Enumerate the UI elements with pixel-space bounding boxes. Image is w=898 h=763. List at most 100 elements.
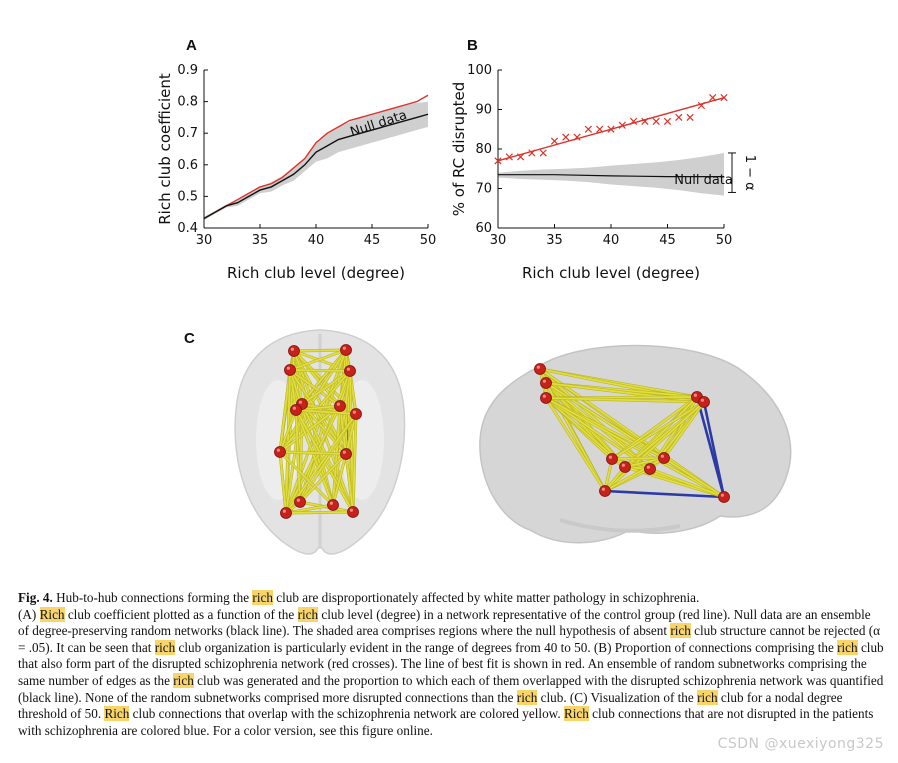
node — [340, 448, 352, 460]
red-cross-point — [494, 157, 502, 165]
edge-yellow — [345, 453, 354, 513]
edge-yellow — [624, 457, 665, 468]
node — [540, 392, 552, 404]
null-band — [498, 152, 724, 196]
edge-yellow — [545, 397, 606, 492]
node — [534, 363, 546, 375]
x-axis-title: Rich club level (degree) — [227, 264, 405, 282]
red-cross-point — [505, 153, 513, 161]
edge-yellow — [293, 349, 347, 352]
edge-yellow — [285, 405, 341, 514]
caption-hl: Rich — [563, 706, 589, 722]
caption-hl: rich — [837, 639, 858, 655]
edge-yellow — [279, 451, 334, 506]
null-line — [498, 174, 724, 178]
node-highlight — [282, 509, 286, 513]
edge-yellow — [663, 457, 725, 498]
node — [288, 345, 300, 357]
node — [540, 377, 552, 389]
node-highlight — [536, 365, 541, 369]
panel-b-letter: B — [467, 37, 478, 54]
edge-yellow — [279, 451, 347, 455]
caption-s2k: club connections that are not disrupted … — [18, 706, 874, 738]
x-tick-label: 40 — [603, 233, 620, 248]
sagittal-nodes — [534, 363, 730, 503]
x-tick-label: 45 — [659, 233, 676, 248]
sagittal-edges — [538, 367, 726, 499]
node-highlight — [342, 346, 346, 350]
node-highlight — [342, 450, 346, 454]
alpha-label: 1 − α — [742, 155, 757, 191]
edge-yellow — [663, 401, 705, 459]
red-cross-point — [562, 133, 570, 141]
caption-s2a: (A) — [18, 606, 40, 622]
axial-nodes — [274, 344, 362, 519]
red-cross-point — [607, 125, 615, 133]
edge-yellow — [289, 369, 341, 407]
y-tick-label: 0.6 — [177, 158, 198, 173]
brain-temporal-fold — [559, 518, 681, 533]
caption-s2f: club that also form part of the disrupte… — [18, 639, 884, 688]
edge-yellow — [649, 468, 725, 498]
y-tick-label: 0.7 — [177, 126, 198, 141]
node-highlight — [720, 493, 725, 497]
node-highlight — [700, 398, 705, 402]
red-cross-point — [584, 125, 593, 133]
node — [718, 491, 730, 503]
edge-yellow — [279, 349, 347, 453]
x-tick-label: 40 — [308, 233, 325, 248]
node — [644, 463, 656, 475]
node — [698, 396, 710, 408]
edge-yellow — [299, 453, 347, 503]
caption-fig-label: Fig. 4. — [18, 590, 53, 605]
edge-yellow — [295, 409, 357, 415]
edge-yellow — [545, 382, 705, 403]
node — [606, 453, 618, 465]
red-cross-point — [720, 94, 728, 102]
red-cross-point — [573, 133, 581, 141]
edge-yellow — [332, 453, 347, 506]
node-highlight — [693, 393, 698, 397]
edge-yellow — [545, 397, 725, 498]
chart-a: 0.4 0.5 0.6 0.7 0.8 0.9 30 35 40 45 50 Rich club le… — [156, 63, 436, 282]
node-highlight — [329, 501, 333, 505]
caption-hl: rich — [297, 606, 319, 622]
edge-yellow — [279, 451, 287, 514]
node-highlight — [290, 347, 294, 351]
node-highlight — [292, 406, 296, 410]
red-cross-point — [596, 125, 604, 133]
node — [327, 499, 339, 511]
node-highlight — [542, 379, 547, 383]
node — [619, 461, 631, 473]
node — [294, 496, 306, 508]
red-cross-point — [528, 149, 536, 157]
caption-s2i: club for a nodal degree threshold of 50. — [18, 689, 843, 722]
edge-yellow — [289, 349, 347, 371]
red-cross-point — [641, 117, 649, 125]
figure-panels: A 0.4 0.5 0.6 0.7 0.8 0.9 30 35 40 45 50 Rich club … — [156, 37, 792, 555]
y-tick-label: 0.9 — [177, 63, 198, 78]
red-cross-point — [652, 117, 660, 125]
node — [350, 408, 362, 420]
edge-yellow — [611, 457, 665, 460]
node-highlight — [296, 498, 300, 502]
node-highlight — [276, 448, 280, 452]
red-cross-point — [686, 113, 694, 122]
x-tick-label: 50 — [420, 233, 437, 248]
edge-yellow — [285, 511, 354, 514]
node-highlight — [298, 400, 302, 404]
y-tick-label: 70 — [475, 182, 492, 197]
node — [290, 404, 302, 416]
caption-hl: rich — [670, 623, 691, 639]
axial-edges — [278, 348, 358, 515]
x-tick-label: 30 — [196, 233, 213, 248]
panel-c: C — [184, 329, 792, 555]
red-cross-point — [516, 153, 525, 161]
caption-hl: Rich — [39, 606, 65, 622]
red-cross-point — [618, 121, 626, 129]
x-tick-label: 35 — [252, 233, 269, 248]
panel-c-letter: C — [184, 330, 195, 347]
edge-yellow — [604, 457, 665, 492]
x-tick-label: 50 — [716, 233, 733, 248]
caption-s2c: club level (degree) in a network represe… — [18, 606, 871, 639]
